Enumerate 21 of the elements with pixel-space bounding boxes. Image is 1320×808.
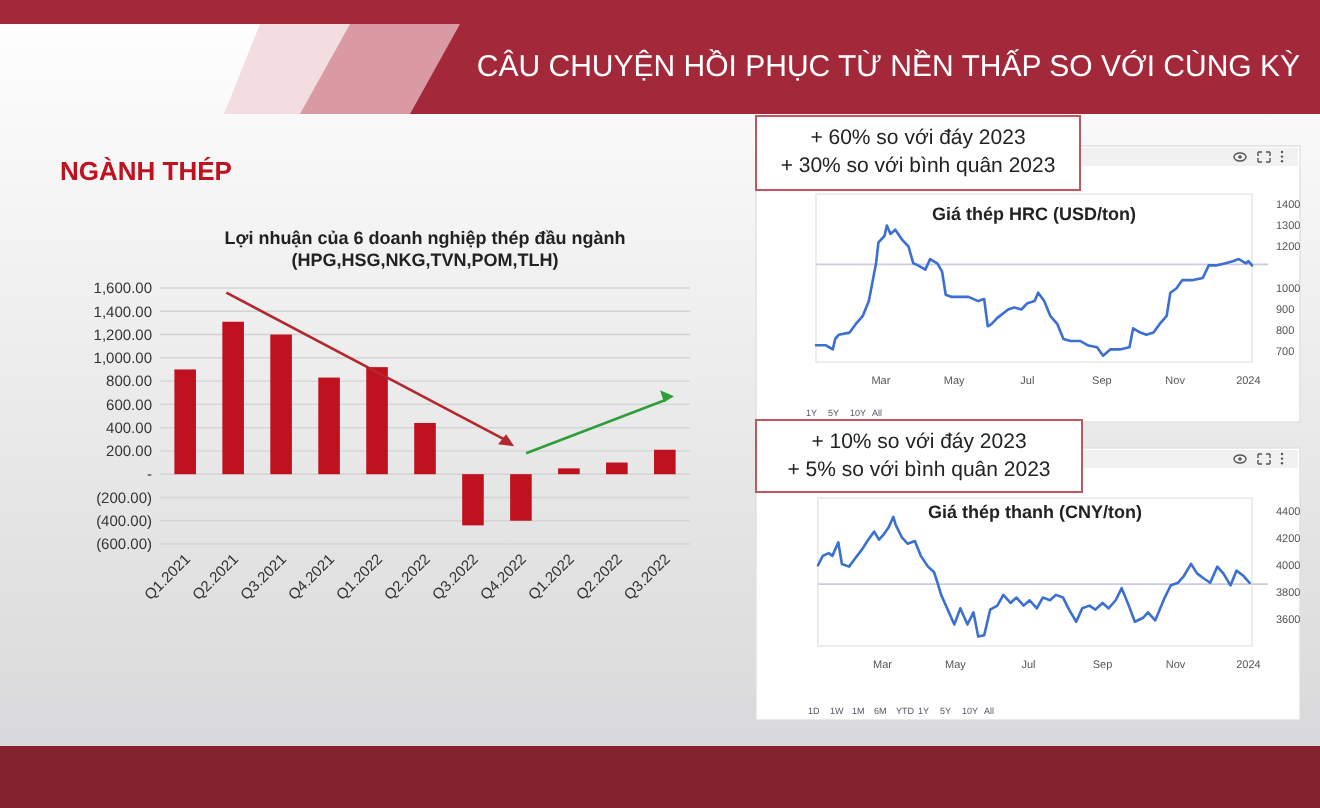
text: CÂU CHUYỆN HỒI PHỤC TỪ NỀN THẤP SO VỚI CÙNG KỲ [476, 48, 1300, 84]
bar [558, 468, 580, 475]
bar [462, 474, 484, 526]
chart-title: Giá thép thanh (CNY/ton) [928, 502, 1142, 522]
text: + 5% so với bình quân 2023 [787, 458, 1051, 482]
text: NGÀNH THÉP [60, 156, 233, 186]
text: Giá thép HRC (USD/ton) [932, 204, 1136, 224]
bar [318, 377, 340, 475]
bar [654, 449, 676, 475]
bar [222, 321, 244, 475]
bar [510, 474, 532, 521]
bar [366, 367, 388, 475]
bar [270, 334, 292, 475]
text: + 10% so với đáy 2023 [811, 430, 1027, 454]
chart-title: Lợi nhuận của 6 doanh nghiệp thép đầu ngành (HPG,HSG,NKG,TVN,POM,TLH) [224, 228, 626, 270]
bar [606, 462, 628, 475]
text: + 60% so với đáy 2023 [810, 126, 1026, 150]
bar [174, 369, 196, 475]
text: + 30% so với bình quân 2023 [780, 154, 1056, 178]
bar [414, 422, 436, 475]
line-series [814, 224, 1254, 357]
